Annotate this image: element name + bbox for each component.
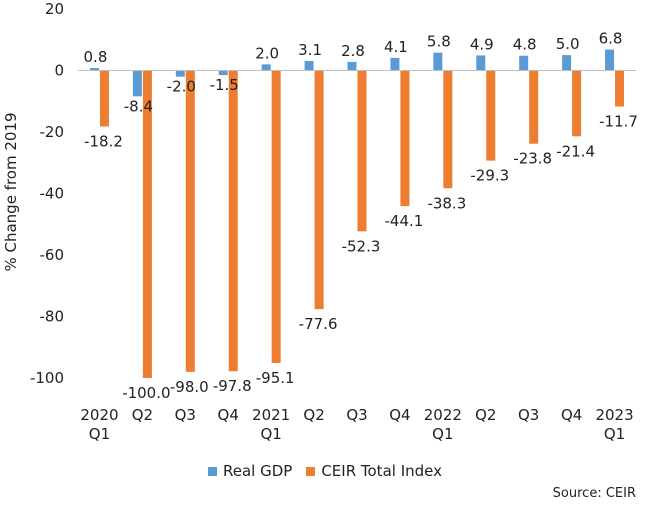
bar-ceir-index (572, 70, 582, 137)
bar-ceir-index (400, 70, 410, 207)
y-tick-label: 0 (54, 62, 64, 80)
y-tick-label: -40 (40, 185, 65, 203)
bar-real-gdp (304, 60, 314, 71)
data-label-ceir-index: -100.0 (122, 384, 170, 402)
bar-ceir-index (615, 70, 625, 107)
data-label-ceir-index: -21.4 (556, 142, 595, 160)
data-label-real-gdp: 4.1 (384, 38, 408, 56)
legend-label-ceir-total-index: CEIR Total Index (321, 462, 442, 480)
bar-ceir-index (529, 70, 539, 144)
x-tick-label: Q4 (389, 406, 410, 424)
data-label-ceir-index: -97.8 (213, 377, 252, 395)
bar-real-gdp (390, 57, 400, 71)
data-label-real-gdp: 4.9 (470, 35, 494, 53)
data-label-ceir-index: -18.2 (84, 132, 123, 150)
x-tick-label: Q3 (346, 406, 367, 424)
data-label-real-gdp: 2.0 (255, 44, 279, 62)
bar-real-gdp (562, 55, 572, 71)
legend-label-real-gdp: Real GDP (223, 462, 293, 480)
bars (89, 49, 625, 378)
bar-ceir-index (314, 70, 324, 310)
y-tick-label: -80 (40, 308, 65, 326)
x-tick-label: Q1 (604, 425, 625, 443)
data-label-ceir-index: -77.6 (299, 315, 338, 333)
data-label-ceir-index: -23.8 (513, 150, 552, 168)
x-tick-label: 2020 (80, 406, 118, 424)
y-tick-label: -60 (40, 246, 65, 264)
data-label-real-gdp: -8.4 (124, 97, 153, 115)
legend-swatch-real-gdp (208, 466, 217, 476)
x-tick-label: Q2 (132, 406, 153, 424)
bar-real-gdp (89, 68, 99, 71)
data-label-ceir-index: -11.7 (599, 112, 638, 130)
x-tick-label: 2022 (424, 406, 462, 424)
data-label-real-gdp: 6.8 (599, 30, 623, 48)
data-label-real-gdp: 5.0 (556, 35, 580, 53)
bar-real-gdp (519, 55, 529, 71)
data-label-real-gdp: 2.8 (341, 42, 365, 60)
bar-chart: % Change from 2019 20 0 -20 -40 -60 -80 -100 0… (2, 0, 638, 443)
x-tick-label: Q1 (260, 425, 281, 443)
x-tick-label: Q4 (218, 406, 239, 424)
bar-real-gdp (433, 52, 443, 71)
data-label-real-gdp: -2.0 (167, 78, 196, 96)
data-label-ceir-index: -44.1 (385, 212, 424, 230)
bar-ceir-index (486, 70, 496, 161)
data-label-real-gdp: 3.1 (298, 41, 322, 59)
y-axis-title: % Change from 2019 (2, 112, 20, 271)
data-label-ceir-index: -52.3 (342, 237, 381, 255)
data-labels: 0.8 -18.2-8.4 -100.0 -2.0 -98.0 -1.5 -97.8 2.0 -… (84, 30, 638, 402)
data-label-ceir-index: -98.0 (170, 378, 209, 396)
legend-swatch-ceir-total-index (306, 466, 316, 476)
legend-item-real-gdp: Real GDP (208, 462, 292, 480)
data-label-ceir-index: -29.3 (470, 167, 509, 185)
bar-ceir-index (228, 70, 238, 372)
bar-real-gdp (476, 55, 486, 71)
x-tick-label: Q2 (475, 406, 496, 424)
data-label-ceir-index: -95.1 (256, 369, 295, 387)
y-tick-label: -20 (40, 123, 65, 141)
bar-ceir-index (142, 70, 152, 378)
data-label-real-gdp: 0.8 (84, 48, 108, 66)
y-tick-label: -100 (30, 369, 64, 387)
data-label-ceir-index: -38.3 (427, 194, 466, 212)
x-tick-label: Q3 (175, 406, 196, 424)
x-tick-label: Q3 (518, 406, 539, 424)
data-label-real-gdp: 4.8 (513, 36, 537, 54)
bar-ceir-index (99, 70, 109, 127)
bar-real-gdp (218, 70, 228, 76)
bar-ceir-index (271, 70, 281, 363)
x-tick-label: Q1 (432, 425, 453, 443)
x-tick-label: Q4 (561, 406, 582, 424)
bar-real-gdp (175, 70, 185, 77)
legend-item-ceir-total-index: CEIR Total Index (306, 462, 442, 480)
y-tick-label: 20 (45, 0, 64, 18)
x-tick-label: 2023 (595, 406, 633, 424)
source-note: Source: CEIR (552, 486, 636, 501)
data-label-real-gdp: -1.5 (210, 76, 239, 94)
bar-real-gdp (261, 64, 271, 71)
x-tick-label: Q1 (89, 425, 110, 443)
data-label-real-gdp: 5.8 (427, 33, 451, 51)
legend: Real GDP CEIR Total Index (0, 462, 650, 480)
bar-real-gdp (132, 70, 142, 97)
x-tick-label: 2021 (252, 406, 290, 424)
bar-ceir-index (357, 70, 367, 232)
x-tick-label: Q2 (303, 406, 324, 424)
bar-real-gdp (605, 49, 615, 71)
bar-ceir-index (443, 70, 453, 189)
y-axis-ticks: 20 0 -20 -40 -60 -80 -100 (30, 0, 64, 387)
bar-ceir-index (185, 70, 195, 372)
bar-real-gdp (347, 61, 357, 71)
